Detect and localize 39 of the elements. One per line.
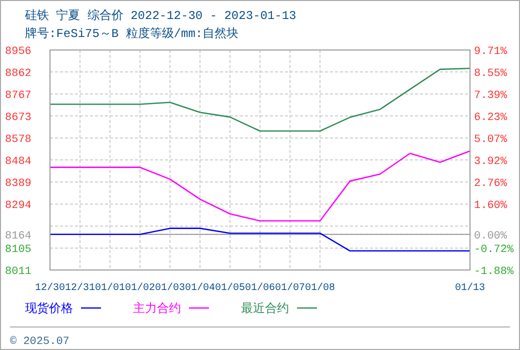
y-tick-label: 8011 xyxy=(5,266,32,278)
x-tick-label: 01/05 xyxy=(214,282,246,294)
x-tick-label: 01/06 xyxy=(244,282,276,294)
y-tick-label: 8484 xyxy=(5,156,32,168)
text: © 2025.07 xyxy=(10,336,70,348)
y-tick-label: 8294 xyxy=(5,200,32,212)
y2-tick-label: 0.00% xyxy=(474,230,508,242)
x-tick-label: 01/02 xyxy=(124,282,156,294)
y-tick-label: 8673 xyxy=(5,112,32,124)
x-tick-label: 12/30 xyxy=(34,282,66,294)
y2-tick-label: 7.39% xyxy=(474,90,508,102)
y2-tick-label: 3.92% xyxy=(474,156,508,168)
y2-tick-label: 9.71% xyxy=(474,46,508,58)
x-tick-label: 01/01 xyxy=(94,282,126,294)
x-tick-label: 01/08 xyxy=(304,282,336,294)
y2-tick-label: 5.07% xyxy=(474,134,508,146)
y-tick-label: 8164 xyxy=(5,230,32,242)
x-tick-label: 01/03 xyxy=(154,282,186,294)
y2-tick-label: -1.88% xyxy=(474,266,514,278)
y-tick-label: 8956 xyxy=(5,46,32,58)
legend-label: 主力合约 xyxy=(133,301,181,316)
y-tick-label: 8767 xyxy=(5,90,32,102)
y-tick-label: 8578 xyxy=(5,134,32,146)
y-tick-label: 8105 xyxy=(5,244,32,256)
x-tick-label: 12/31 xyxy=(64,282,96,294)
legend-label: 现货价格 xyxy=(25,302,73,316)
y-tick-label: 8862 xyxy=(5,68,32,80)
y2-tick-label: 1.60% xyxy=(474,200,508,212)
y2-tick-label: -0.72% xyxy=(474,244,514,256)
chart-subtitle: 牌号:FeSi75～B 粒度等级/mm:自然块 xyxy=(25,26,239,41)
x-tick-label: 01/07 xyxy=(274,282,306,294)
y2-tick-label: 6.23% xyxy=(474,112,508,124)
y2-tick-label: 8.55% xyxy=(474,68,508,80)
chart-title: 硅铁 宁夏 综合价 2022-12-30 - 2023-01-13 xyxy=(24,8,296,23)
x-tick-label: 01/13 xyxy=(454,282,486,294)
legend-label: 最近合约 xyxy=(241,302,289,316)
y2-tick-label: 2.76% xyxy=(474,178,508,190)
y-tick-label: 8389 xyxy=(5,178,32,190)
x-tick-label: 01/04 xyxy=(184,282,216,294)
